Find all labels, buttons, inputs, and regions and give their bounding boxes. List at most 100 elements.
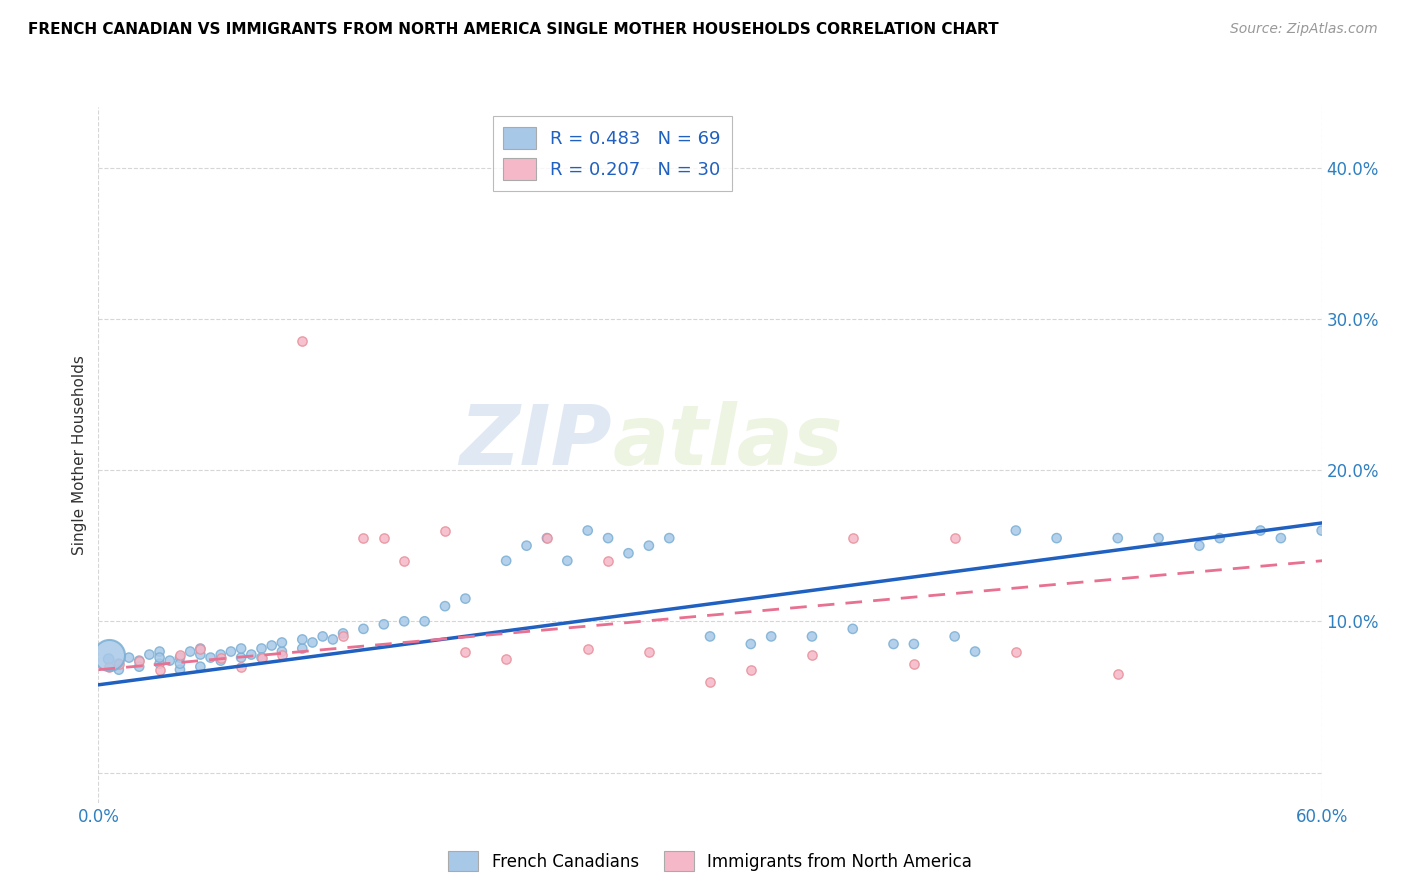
Point bbox=[454, 644, 477, 658]
Y-axis label: Single Mother Households: Single Mother Households bbox=[72, 355, 87, 555]
Point bbox=[1188, 539, 1211, 553]
Point bbox=[801, 648, 824, 662]
Point bbox=[1004, 524, 1026, 538]
Point bbox=[188, 648, 212, 662]
Point bbox=[516, 539, 538, 553]
Point bbox=[965, 644, 987, 658]
Point bbox=[219, 644, 242, 658]
Point bbox=[240, 648, 263, 662]
Point bbox=[352, 622, 374, 636]
Text: FRENCH CANADIAN VS IMMIGRANTS FROM NORTH AMERICA SINGLE MOTHER HOUSEHOLDS CORREL: FRENCH CANADIAN VS IMMIGRANTS FROM NORTH… bbox=[28, 22, 998, 37]
Point bbox=[392, 554, 416, 568]
Point bbox=[392, 615, 416, 629]
Point bbox=[903, 657, 925, 671]
Point bbox=[637, 539, 661, 553]
Point bbox=[97, 652, 120, 666]
Point bbox=[108, 663, 131, 677]
Point bbox=[495, 652, 517, 666]
Point bbox=[118, 650, 141, 665]
Point bbox=[270, 644, 294, 658]
Point bbox=[598, 531, 620, 545]
Point bbox=[373, 617, 395, 632]
Point bbox=[108, 657, 131, 671]
Point bbox=[200, 650, 222, 665]
Point bbox=[312, 629, 335, 643]
Point bbox=[1107, 531, 1129, 545]
Point bbox=[637, 644, 661, 658]
Point bbox=[291, 641, 314, 656]
Point bbox=[231, 659, 253, 673]
Point bbox=[536, 531, 558, 545]
Point bbox=[149, 657, 172, 671]
Point bbox=[231, 641, 253, 656]
Point bbox=[128, 654, 150, 668]
Point bbox=[1249, 524, 1271, 538]
Point bbox=[1209, 531, 1232, 545]
Point bbox=[108, 657, 131, 671]
Point bbox=[128, 654, 150, 668]
Point bbox=[434, 599, 457, 614]
Point bbox=[740, 663, 762, 677]
Point bbox=[740, 637, 762, 651]
Text: ZIP: ZIP bbox=[460, 401, 612, 482]
Point bbox=[188, 659, 212, 673]
Point bbox=[169, 648, 191, 662]
Point bbox=[128, 659, 150, 673]
Point bbox=[658, 531, 681, 545]
Point bbox=[1147, 531, 1170, 545]
Legend: French Canadians, Immigrants from North America: French Canadians, Immigrants from North … bbox=[441, 845, 979, 878]
Point bbox=[1270, 531, 1292, 545]
Point bbox=[250, 650, 273, 665]
Point bbox=[617, 546, 640, 560]
Point bbox=[270, 648, 294, 662]
Point bbox=[373, 531, 395, 545]
Point bbox=[149, 650, 172, 665]
Point bbox=[209, 654, 232, 668]
Point bbox=[943, 629, 966, 643]
Point bbox=[231, 650, 253, 665]
Point bbox=[149, 663, 172, 677]
Point bbox=[883, 637, 905, 651]
Point bbox=[699, 674, 721, 689]
Point bbox=[291, 632, 314, 647]
Point bbox=[1045, 531, 1069, 545]
Point bbox=[301, 635, 323, 649]
Point bbox=[576, 641, 599, 656]
Point bbox=[332, 629, 354, 643]
Point bbox=[332, 626, 354, 640]
Point bbox=[943, 531, 966, 545]
Point bbox=[352, 531, 374, 545]
Point bbox=[188, 641, 212, 656]
Point bbox=[1004, 644, 1026, 658]
Point bbox=[841, 622, 863, 636]
Point bbox=[250, 650, 273, 665]
Point bbox=[169, 663, 191, 677]
Point bbox=[149, 644, 172, 658]
Text: atlas: atlas bbox=[612, 401, 842, 482]
Point bbox=[536, 531, 558, 545]
Point bbox=[209, 648, 232, 662]
Point bbox=[291, 334, 314, 349]
Point bbox=[454, 591, 477, 606]
Point bbox=[1310, 524, 1333, 538]
Point bbox=[169, 657, 191, 671]
Point bbox=[250, 641, 273, 656]
Point bbox=[97, 648, 120, 662]
Point bbox=[270, 635, 294, 649]
Point bbox=[159, 654, 181, 668]
Point bbox=[434, 524, 457, 538]
Text: Source: ZipAtlas.com: Source: ZipAtlas.com bbox=[1230, 22, 1378, 37]
Point bbox=[138, 648, 160, 662]
Point bbox=[555, 554, 579, 568]
Point bbox=[841, 531, 863, 545]
Point bbox=[598, 554, 620, 568]
Point bbox=[1107, 667, 1129, 681]
Point bbox=[495, 554, 517, 568]
Point bbox=[576, 524, 599, 538]
Point bbox=[903, 637, 925, 651]
Point bbox=[322, 632, 344, 647]
Point bbox=[97, 659, 120, 673]
Point bbox=[761, 629, 783, 643]
Point bbox=[699, 629, 721, 643]
Point bbox=[188, 641, 212, 656]
